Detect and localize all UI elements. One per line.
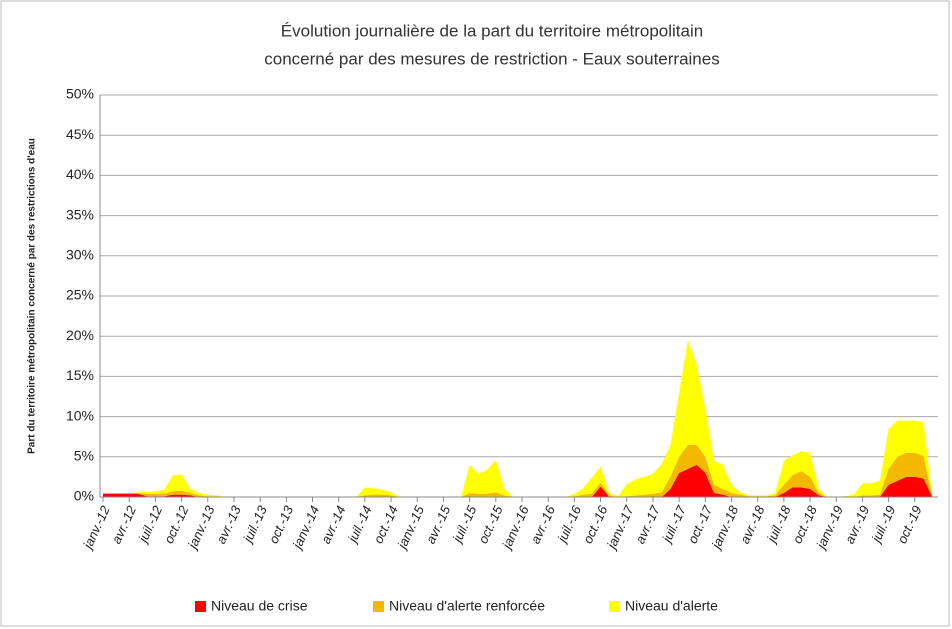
chart-title: Évolution journalière de la part du terr… [281, 21, 703, 40]
legend-swatch [195, 601, 206, 612]
y-axis-label: Part du territoire métropolitain concern… [27, 138, 38, 454]
y-tick-label: 20% [66, 327, 94, 343]
legend-swatch [373, 601, 384, 612]
legend-label: Niveau d'alerte renforcée [389, 598, 545, 614]
y-tick-label: 50% [66, 86, 94, 102]
chart-title: concerné par des mesures de restriction … [264, 49, 719, 68]
y-tick-label: 40% [66, 166, 94, 182]
y-tick-label: 0% [74, 488, 94, 504]
y-tick-label: 45% [66, 126, 94, 142]
y-tick-label: 30% [66, 247, 94, 263]
y-tick-label: 25% [66, 287, 94, 303]
legend-swatch [609, 601, 620, 612]
legend-label: Niveau de crise [211, 598, 308, 614]
legend-label: Niveau d'alerte [625, 598, 718, 614]
y-tick-label: 15% [66, 367, 94, 383]
y-tick-label: 10% [66, 407, 94, 423]
y-tick-label: 5% [74, 448, 94, 464]
y-tick-label: 35% [66, 206, 94, 222]
